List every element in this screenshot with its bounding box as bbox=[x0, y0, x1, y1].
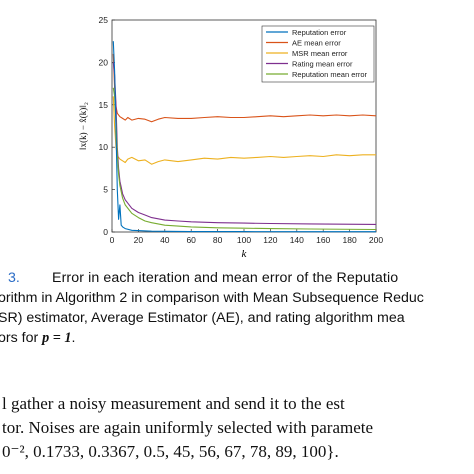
x-tick-label: 160 bbox=[316, 235, 330, 245]
body-text-line-3: 0⁻², 0.1733, 0.3367, 0.5, 45, 56, 67, 78… bbox=[2, 442, 339, 462]
error-chart: 0 20 40 60 80 100 120 140 160 180 200 0 5 10 15 20 25 k… bbox=[78, 15, 383, 260]
legend-entry: Reputation error bbox=[292, 28, 347, 37]
x-tick-label: 80 bbox=[213, 235, 223, 245]
caption-text-4: ors for bbox=[0, 330, 43, 346]
figure-label: 3. bbox=[8, 270, 20, 286]
body-text-3: 0⁻², 0.1733, 0.3367, 0.5, 45, 56, 67, 78… bbox=[2, 442, 339, 461]
x-tick-label: 0 bbox=[110, 235, 115, 245]
figure-caption-line-2: orithm in Algorithm 2 in comparison with… bbox=[0, 290, 424, 306]
caption-text-3: SR) estimator, Average Estimator (AE), a… bbox=[0, 310, 405, 326]
y-tick-label: 15 bbox=[99, 100, 109, 110]
figure-caption-line-3: SR) estimator, Average Estimator (AE), a… bbox=[0, 310, 405, 326]
legend-entry: Rating mean error bbox=[292, 60, 353, 69]
x-tick-label: 120 bbox=[263, 235, 277, 245]
x-tick-label: 20 bbox=[134, 235, 144, 245]
y-tick-label: 20 bbox=[99, 57, 109, 67]
caption-text-1: Error in each iteration and mean error o… bbox=[52, 270, 399, 286]
caption-text-4-end: . bbox=[71, 330, 76, 346]
body-text-line-2: tor. Noises are again uniformly selected… bbox=[2, 418, 373, 438]
x-axis-label: k bbox=[242, 248, 248, 260]
x-tick-label: 180 bbox=[343, 235, 357, 245]
y-tick-label: 5 bbox=[103, 185, 108, 195]
x-tick-label: 40 bbox=[160, 235, 170, 245]
legend-entry: Reputation mean error bbox=[292, 70, 368, 79]
body-text-1: l gather a noisy measurement and send it… bbox=[2, 394, 345, 413]
caption-text-2: orithm in Algorithm 2 in comparison with… bbox=[0, 290, 424, 306]
y-tick-label: 25 bbox=[99, 15, 109, 25]
figure-caption-line-4: ors for p = 1. bbox=[0, 330, 75, 347]
series-lines bbox=[112, 41, 377, 233]
legend-entry: MSR mean error bbox=[292, 49, 348, 58]
body-text-line-1: l gather a noisy measurement and send it… bbox=[2, 394, 345, 414]
y-axis-label: ‖x(k) − x̂(k)‖₂ bbox=[78, 102, 88, 150]
series-line-reputation-mean-error bbox=[112, 87, 377, 231]
x-tick-label: 60 bbox=[186, 235, 196, 245]
series-line-msr-mean-error bbox=[112, 96, 376, 165]
y-tick-label: 10 bbox=[99, 142, 109, 152]
legend-box bbox=[261, 25, 375, 83]
x-tick-label: 100 bbox=[237, 235, 251, 245]
x-tick-label: 140 bbox=[290, 235, 304, 245]
series-line-ae-mean-error bbox=[112, 53, 377, 123]
legend-entry: AE mean error bbox=[292, 39, 341, 48]
y-tick-label: 0 bbox=[103, 227, 108, 237]
x-tick-label: 200 bbox=[369, 235, 383, 245]
series-line-reputation-error bbox=[112, 41, 376, 233]
caption-math: p = 1 bbox=[42, 330, 72, 346]
y-axis-ticks: 0 5 10 15 20 25 bbox=[99, 15, 115, 237]
body-text-2: tor. Noises are again uniformly selected… bbox=[2, 418, 374, 437]
